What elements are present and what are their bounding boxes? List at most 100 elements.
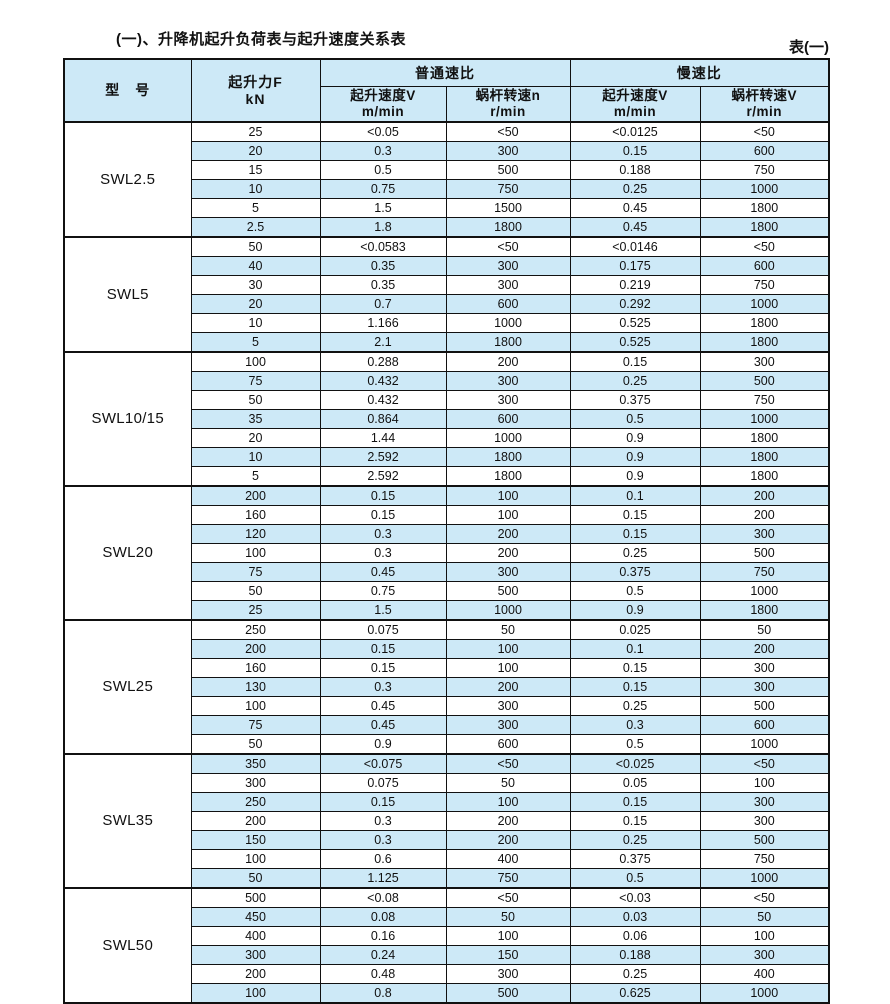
header-row-groups: 型 号 起升力F kN 普通速比 慢速比 (63, 58, 830, 123)
slow-worm-cell: 500 (699, 371, 830, 391)
force-cell: 35 (190, 409, 321, 429)
slow-speed-cell: 0.188 (569, 160, 701, 180)
normal-worm-cell: 1000 (445, 600, 571, 621)
normal-worm-cell: 600 (445, 409, 571, 429)
normal-speed-cell: 0.16 (319, 926, 447, 946)
force-cell: 100 (190, 849, 321, 869)
normal-worm-cell: 100 (445, 792, 571, 812)
normal-worm-cell: 500 (445, 581, 571, 601)
table-row: 50 1.125 750 0.5 1000 (64, 868, 830, 889)
force-cell: 100 (190, 543, 321, 563)
table-row: 2.5 1.8 1800 0.45 1800 (64, 217, 830, 238)
normal-speed-cell: 0.6 (319, 849, 447, 869)
header-line: 蜗杆转速n (475, 87, 541, 103)
slow-speed-cell: 0.03 (569, 907, 701, 927)
table-row: SWL50 500 <0.08 <50 <0.03 <50 (63, 887, 830, 1004)
force-cell: 40 (190, 256, 321, 276)
table-row: 75 0.45 300 0.375 750 (64, 562, 830, 582)
normal-speed-cell: 0.75 (319, 179, 447, 199)
normal-speed-cell: 0.3 (319, 141, 447, 161)
normal-worm-cell: 200 (445, 524, 571, 544)
slow-speed-cell: <0.0125 (569, 121, 701, 142)
normal-speed-cell: 0.48 (319, 964, 447, 984)
normal-speed-cell: 0.15 (319, 792, 447, 812)
table-row: 25 1.5 1000 0.9 1800 (64, 600, 830, 621)
slow-speed-cell: 0.25 (569, 543, 701, 563)
header-line: 起升速度V (602, 87, 668, 103)
table-row: 160 0.15 100 0.15 200 (64, 505, 830, 525)
table-row: 15 0.5 500 0.188 750 (64, 160, 830, 180)
force-cell: 450 (190, 907, 321, 927)
force-cell: 160 (190, 658, 321, 678)
slow-speed-cell: <0.025 (569, 753, 701, 774)
normal-worm-cell: 50 (445, 619, 571, 640)
normal-worm-cell: 150 (445, 945, 571, 965)
header-line: r/min (746, 103, 782, 119)
slow-worm-cell: 750 (699, 849, 830, 869)
normal-speed-cell: 0.3 (319, 524, 447, 544)
normal-worm-cell: <50 (445, 121, 571, 142)
slow-speed-cell: 0.9 (569, 447, 701, 467)
force-cell: 5 (190, 466, 321, 487)
normal-worm-cell: 1800 (445, 466, 571, 487)
header-row-subcolumns: 起升速度V m/min 蜗杆转速n r/min 起升速度V m/min 蜗杆转速… (64, 85, 830, 123)
slow-worm-cell: 1800 (699, 600, 830, 621)
slow-speed-cell: 0.375 (569, 849, 701, 869)
model-cell: SWL25 (63, 619, 192, 755)
normal-worm-cell: 750 (445, 868, 571, 889)
normal-worm-cell: 300 (445, 964, 571, 984)
table-row: 200 0.3 200 0.15 300 (64, 811, 830, 831)
normal-worm-cell: 100 (445, 926, 571, 946)
slow-worm-cell: 100 (699, 926, 830, 946)
slow-worm-cell: 1800 (699, 466, 830, 487)
table-header: 型 号 起升力F kN 普通速比 慢速比 起升速度V m/min 蜗杆转速n r… (63, 58, 830, 123)
slow-worm-cell: 500 (699, 543, 830, 563)
slow-speed-cell: 0.625 (569, 983, 701, 1004)
table-row: 35 0.864 600 0.5 1000 (64, 409, 830, 429)
slow-speed-cell: <0.03 (569, 887, 701, 908)
normal-speed-cell: 1.5 (319, 198, 447, 218)
slow-speed-cell: 0.25 (569, 964, 701, 984)
slow-worm-cell: 1000 (699, 734, 830, 755)
slow-speed-cell: 0.25 (569, 179, 701, 199)
normal-worm-cell: 1800 (445, 447, 571, 467)
slow-speed-cell: 0.9 (569, 466, 701, 487)
table-row: 200 0.48 300 0.25 400 (64, 964, 830, 984)
force-cell: 120 (190, 524, 321, 544)
force-cell: 25 (190, 600, 321, 621)
normal-speed-cell: 0.3 (319, 677, 447, 697)
slow-worm-cell: 1000 (699, 409, 830, 429)
force-cell: 300 (190, 773, 321, 793)
slow-speed-cell: 0.5 (569, 409, 701, 429)
normal-worm-cell: 100 (445, 505, 571, 525)
header-group-slow: 慢速比 (569, 58, 830, 87)
header-line: m/min (361, 103, 405, 119)
normal-speed-cell: 0.45 (319, 696, 447, 716)
slow-speed-cell: 0.9 (569, 428, 701, 448)
slow-worm-cell: 1000 (699, 983, 830, 1004)
force-cell: 75 (190, 562, 321, 582)
normal-worm-cell: 1000 (445, 428, 571, 448)
table-row: 50 0.432 300 0.375 750 (64, 390, 830, 410)
slow-worm-cell: 200 (699, 505, 830, 525)
normal-speed-cell: 0.08 (319, 907, 447, 927)
normal-worm-cell: 200 (445, 677, 571, 697)
normal-worm-cell: 300 (445, 390, 571, 410)
slow-speed-cell: 0.25 (569, 830, 701, 850)
header-force-line1: 起升力F (228, 73, 283, 90)
normal-speed-cell: <0.0583 (319, 236, 447, 257)
normal-worm-cell: 200 (445, 830, 571, 850)
page-title: (一)、升降机起升负荷表与起升速度关系表 (116, 31, 406, 48)
slow-speed-cell: <0.0146 (569, 236, 701, 257)
table-body: SWL2.5 25 <0.05 <50 <0.0125 <50 20 0.3 300 0.15 60… (63, 121, 830, 1004)
slow-worm-cell: 50 (699, 907, 830, 927)
normal-speed-cell: 0.075 (319, 619, 447, 640)
slow-worm-cell: 750 (699, 390, 830, 410)
slow-speed-cell: 0.06 (569, 926, 701, 946)
force-cell: 10 (190, 179, 321, 199)
force-cell: 20 (190, 428, 321, 448)
slow-worm-cell: 400 (699, 964, 830, 984)
slow-speed-cell: 0.292 (569, 294, 701, 314)
table-row: SWL35 350 <0.075 <50 <0.025 <50 (63, 753, 830, 889)
table-row: 130 0.3 200 0.15 300 (64, 677, 830, 697)
